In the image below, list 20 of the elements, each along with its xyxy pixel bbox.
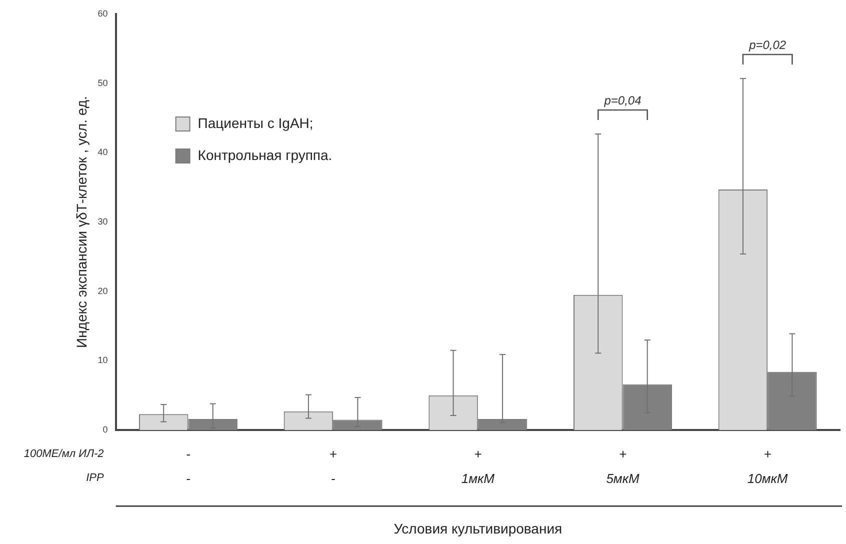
y-tick-label: 40 bbox=[98, 147, 108, 158]
text: IPP bbox=[86, 472, 104, 484]
y-tick-label: 60 bbox=[98, 8, 108, 18]
text: 100МЕ/мл ИЛ-2 bbox=[24, 448, 104, 460]
x-tick-label: + - bbox=[329, 446, 338, 486]
x-tick-label: - - bbox=[186, 446, 192, 486]
y-tick-label: 0 bbox=[102, 424, 108, 435]
x-tick-label: + 10мкМ bbox=[747, 446, 788, 486]
x-tick-label: + 1мкМ bbox=[461, 446, 495, 486]
annotation: p=0,04 bbox=[603, 93, 642, 108]
legend-label: Контрольная группа. bbox=[198, 146, 332, 163]
y-tick-label: 10 bbox=[98, 355, 108, 366]
x-tick-label: + 5мкМ bbox=[606, 446, 640, 486]
y-tick-label: 50 bbox=[98, 78, 108, 88]
y-tick-label: 20 bbox=[98, 286, 108, 296]
annotation: p=0,02 bbox=[748, 38, 786, 52]
legend-label: Пациенты с IgAH; bbox=[198, 114, 314, 131]
x-axis-title: Условия культивирования bbox=[394, 520, 562, 536]
y-axis-title: Индекс экспансии γδТ-клеток , усл. ед. bbox=[73, 96, 90, 348]
y-tick-label: 30 bbox=[98, 216, 108, 227]
